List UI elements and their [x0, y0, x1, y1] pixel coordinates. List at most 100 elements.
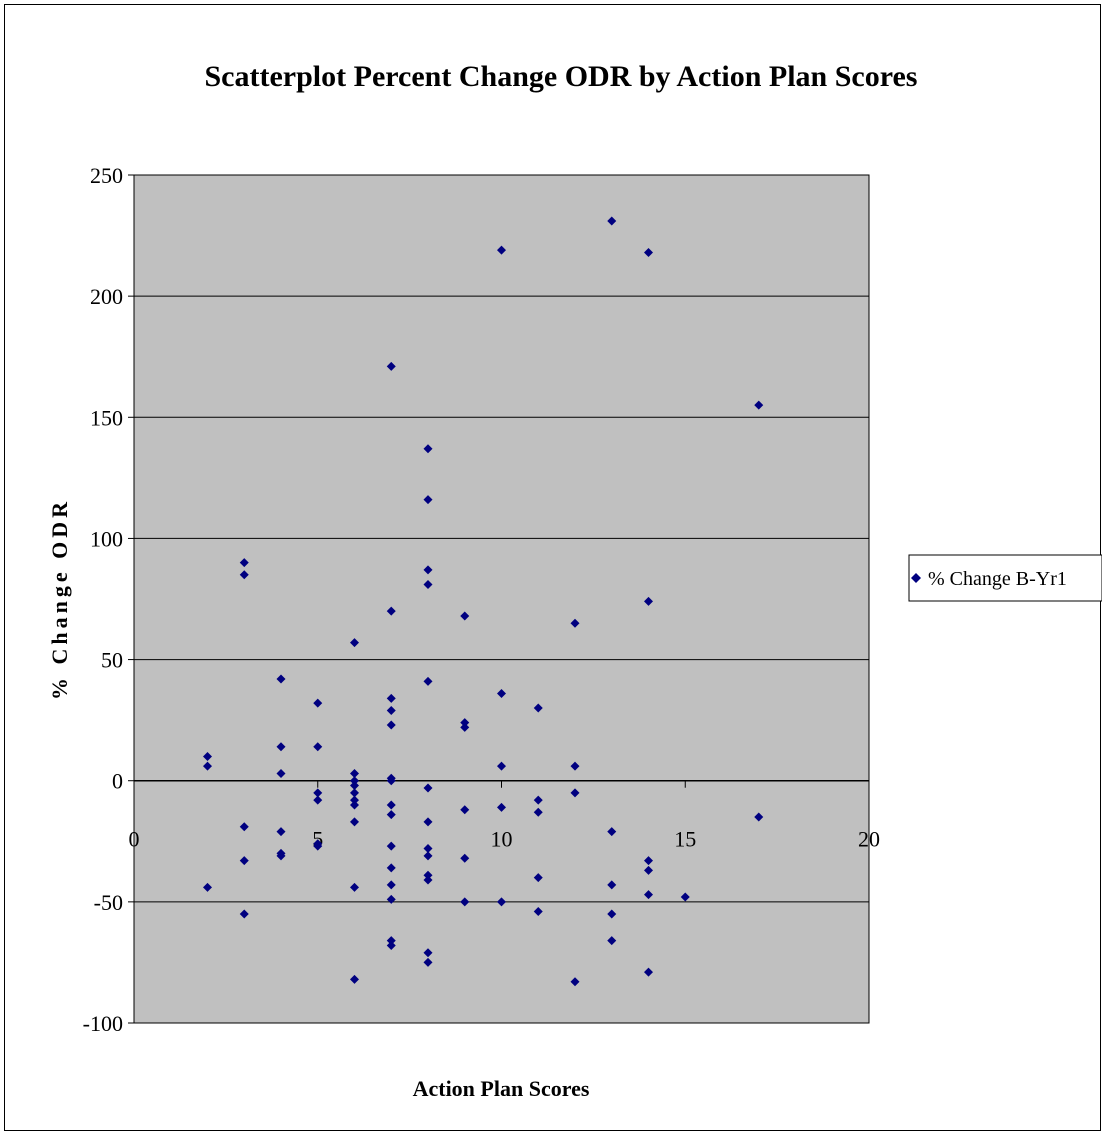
- data-point: [276, 827, 286, 837]
- y-tick-label: 150: [90, 405, 123, 430]
- y-tick-label: 200: [90, 284, 123, 309]
- y-axis-ticks: 250 200 150 100 50 0 -50 -100: [83, 163, 134, 1036]
- data-point: [570, 618, 580, 628]
- y-axis-title: % Change ODR: [47, 498, 72, 700]
- y-tick-label: -50: [94, 890, 123, 915]
- data-point: [423, 957, 433, 967]
- legend-box: [908, 554, 1102, 602]
- data-point: [497, 802, 506, 812]
- data-point: [386, 705, 396, 715]
- data-point: [607, 880, 617, 890]
- data-point: [276, 768, 286, 778]
- data-point: [386, 841, 396, 851]
- data-point: [533, 703, 543, 713]
- data-point: [386, 361, 396, 371]
- data-point: [239, 909, 249, 919]
- data-point: [533, 807, 543, 817]
- y-tick-label: 250: [90, 163, 123, 188]
- data-point: [570, 788, 580, 798]
- chart-frame: Scatterplot Percent Change ODR by Action…: [4, 4, 1102, 1131]
- data-point: [423, 444, 433, 454]
- data-point: [386, 720, 396, 730]
- data-point: [533, 795, 543, 805]
- data-point: [350, 800, 359, 810]
- data-point: [386, 880, 396, 890]
- data-point: [423, 948, 433, 958]
- data-point: [460, 722, 470, 732]
- data-point: [350, 768, 359, 778]
- data-point: [386, 863, 396, 873]
- data-point: [460, 718, 470, 728]
- data-point: [239, 856, 249, 866]
- data-point: [644, 856, 653, 866]
- data-point: [203, 882, 212, 892]
- data-point: [239, 822, 249, 832]
- data-point: [644, 596, 653, 606]
- data-points: [203, 216, 764, 987]
- data-point: [754, 812, 764, 822]
- data-point: [607, 827, 617, 837]
- data-point: [313, 788, 323, 798]
- data-point: [203, 761, 212, 771]
- data-point: [350, 776, 359, 786]
- data-point: [350, 817, 359, 827]
- data-point: [386, 936, 396, 946]
- data-point: [276, 742, 286, 752]
- data-point: [313, 698, 323, 708]
- plot-area: [133, 174, 870, 1024]
- data-point: [386, 810, 396, 820]
- data-point: [570, 977, 580, 987]
- legend-marker: [911, 573, 921, 583]
- data-point: [497, 688, 506, 698]
- data-point: [203, 751, 212, 761]
- data-point: [644, 248, 653, 258]
- data-point: [460, 897, 470, 907]
- data-point: [423, 565, 433, 575]
- x-tick-label: 20: [858, 827, 880, 852]
- x-tick-label: 0: [129, 827, 140, 852]
- data-point: [313, 742, 323, 752]
- legend: % Change B-Yr1: [908, 554, 1102, 602]
- data-point: [644, 890, 653, 900]
- y-tick-label: 0: [112, 769, 123, 794]
- data-point: [423, 851, 433, 861]
- data-point: [423, 875, 433, 885]
- data-point: [313, 795, 323, 805]
- data-point: [460, 611, 470, 621]
- data-point: [386, 693, 396, 703]
- data-point: [497, 897, 506, 907]
- data-point: [386, 940, 396, 950]
- data-point: [386, 800, 396, 810]
- data-point: [423, 495, 433, 505]
- data-point: [350, 974, 359, 984]
- data-point: [533, 873, 543, 883]
- legend-label: % Change B-Yr1: [928, 568, 1067, 590]
- data-point: [239, 570, 249, 580]
- data-point: [386, 776, 396, 786]
- data-point: [239, 558, 249, 568]
- data-point: [607, 909, 617, 919]
- data-point: [313, 841, 323, 851]
- data-point: [460, 805, 470, 815]
- data-point: [350, 788, 359, 798]
- data-point: [276, 674, 286, 684]
- y-tick-label: -100: [83, 1011, 123, 1036]
- data-point: [644, 865, 653, 875]
- data-point: [423, 870, 433, 880]
- data-point: [423, 783, 433, 793]
- x-tick-label: 15: [674, 827, 696, 852]
- y-tick-label: 100: [90, 526, 123, 551]
- data-point: [423, 844, 433, 854]
- data-point: [386, 606, 396, 616]
- data-point: [607, 936, 617, 946]
- data-point: [350, 795, 359, 805]
- data-point: [423, 676, 433, 686]
- x-tick-label: 10: [491, 827, 513, 852]
- data-point: [460, 853, 470, 863]
- data-point: [276, 848, 286, 858]
- data-point: [350, 781, 359, 791]
- data-point: [386, 894, 396, 904]
- x-axis-title: Action Plan Scores: [413, 1076, 590, 1101]
- data-point: [570, 761, 580, 771]
- data-point: [350, 882, 359, 892]
